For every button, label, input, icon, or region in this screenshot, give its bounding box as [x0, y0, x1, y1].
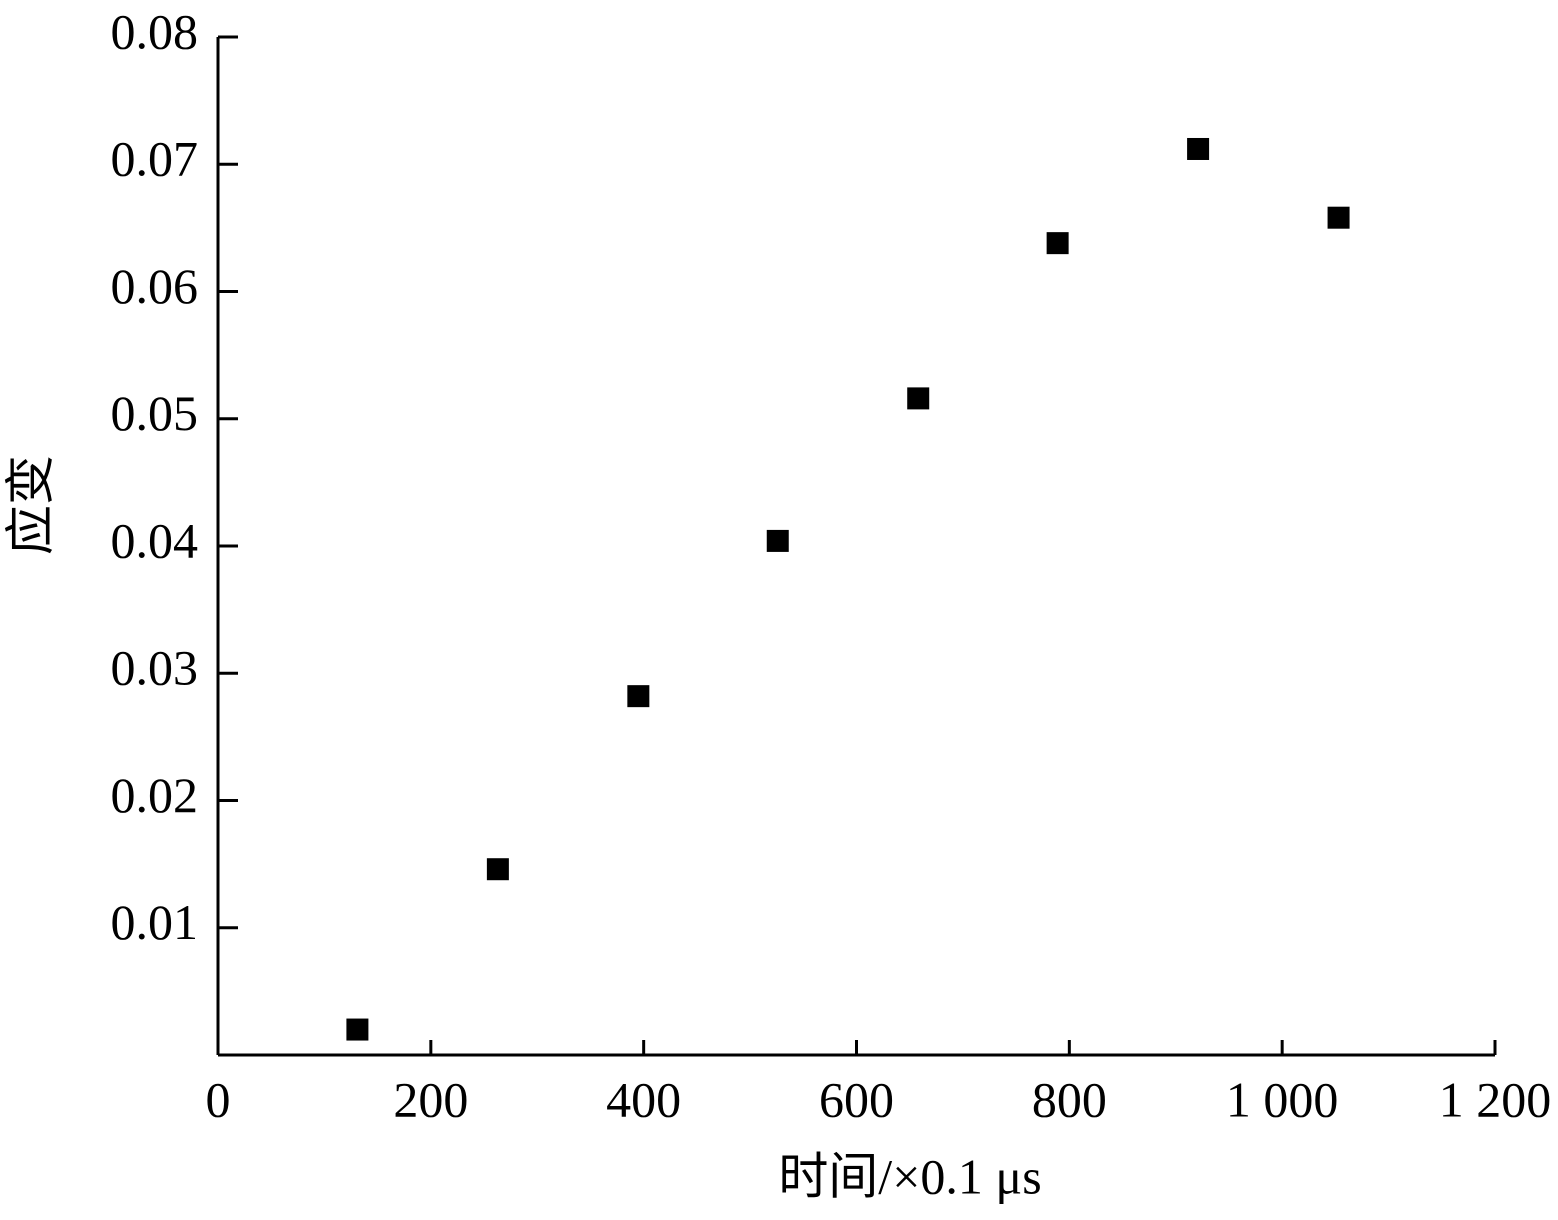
point	[907, 387, 930, 410]
y-tick-label: 0.02	[111, 767, 199, 823]
y-axis-label: 应变	[2, 455, 58, 555]
x-tick-label: 600	[819, 1071, 894, 1127]
y-tick-label: 0.01	[111, 894, 199, 950]
point	[1187, 137, 1210, 160]
x-tick-label: 1 000	[1226, 1071, 1339, 1127]
x-axis-label: 时间/×0.1 μs	[778, 1148, 1041, 1204]
point	[627, 685, 650, 708]
point	[766, 529, 789, 552]
x-tick-label: 1 200	[1439, 1071, 1552, 1127]
y-tick-label: 0.03	[111, 640, 199, 696]
x-tick-label: 0	[206, 1071, 231, 1127]
x-tick-label: 800	[1032, 1071, 1107, 1127]
point	[486, 858, 509, 881]
x-tick-label: 200	[393, 1071, 468, 1127]
point	[346, 1018, 369, 1041]
y-tick-label: 0.04	[111, 512, 199, 568]
y-tick-label: 0.05	[111, 385, 199, 441]
point	[1327, 206, 1350, 229]
y-tick-label: 0.08	[111, 3, 199, 59]
y-tick-label: 0.07	[111, 131, 199, 187]
point	[1046, 232, 1069, 255]
y-tick-label: 0.06	[111, 258, 199, 314]
x-tick-label: 400	[606, 1071, 681, 1127]
